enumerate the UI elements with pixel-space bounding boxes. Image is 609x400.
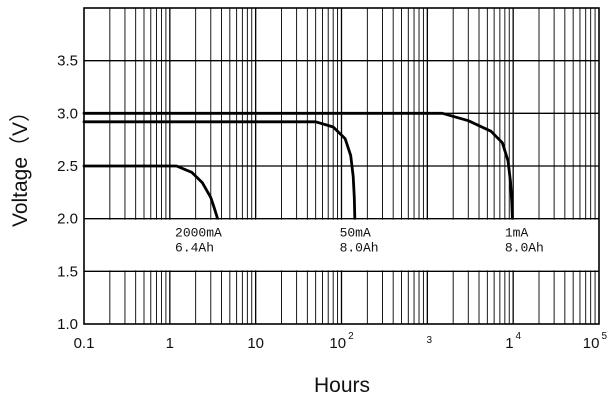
y-tick-label: 3.0	[57, 105, 78, 122]
y-tick-label: 1.0	[57, 316, 78, 333]
x-tick-exponent: 5	[601, 331, 607, 342]
plot-frame	[83, 7, 600, 325]
y-tick-labels: 1.0 1.5 2.0 2.5 3.0 3.5	[57, 53, 78, 333]
curve-capacity-label: 8.0Ah	[340, 241, 379, 256]
discharge-curve	[82, 164, 220, 221]
label-background	[85, 219, 598, 271]
y-axis-label: Voltage（V）	[9, 101, 32, 227]
y-tick-label: 2.0	[57, 211, 78, 228]
discharge-curve	[82, 120, 357, 221]
x-tick-label: 3	[427, 335, 433, 346]
x-tick-exponent: 2	[348, 331, 354, 342]
curve-current-label: 1mA	[505, 226, 529, 241]
y-tick-label: 2.5	[57, 158, 78, 175]
discharge-curve	[82, 111, 514, 221]
x-tick-label: 0.1	[74, 335, 95, 352]
y-tick-label: 3.5	[57, 53, 78, 70]
curve-current-label: 50mA	[340, 226, 371, 241]
curve-capacity-label: 8.0Ah	[505, 241, 544, 256]
x-tick-label: 10	[247, 335, 264, 352]
x-tick-exponent: 4	[516, 331, 522, 342]
discharge-curves	[82, 111, 514, 221]
x-tick-labels: 0.1 1 10 10 2 3 1 4 10 5	[74, 331, 608, 352]
y-tick-label: 1.5	[57, 263, 78, 280]
grid	[84, 8, 599, 324]
curve-current-label: 2000mA	[175, 226, 222, 241]
x-tick-label: 10 5	[583, 331, 608, 352]
x-tick-label: 1	[166, 335, 174, 352]
x-tick-label: 10 2	[329, 331, 354, 352]
x-axis-label: Hours	[314, 374, 370, 397]
label-band	[85, 219, 598, 271]
x-tick-exponent: 3	[427, 335, 433, 346]
curve-capacity-label: 6.4Ah	[175, 241, 214, 256]
